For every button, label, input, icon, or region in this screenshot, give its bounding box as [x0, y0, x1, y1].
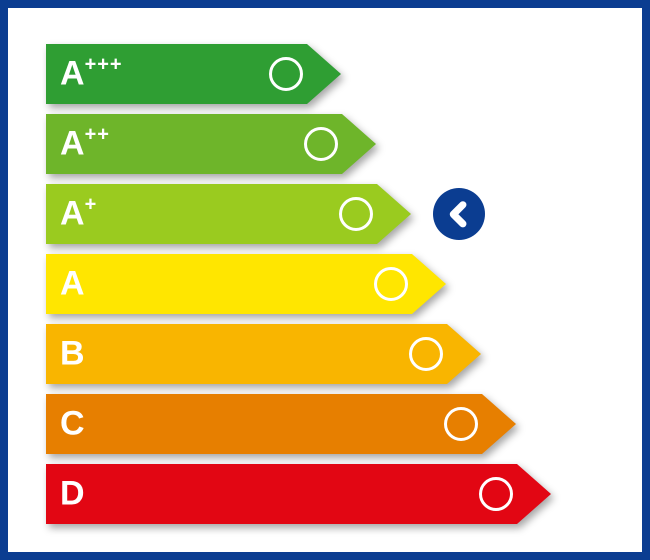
rating-bar-a: A — [46, 254, 446, 314]
chevron-left-icon — [445, 200, 474, 229]
rating-row-a-p: A+ — [46, 184, 411, 244]
circle-icon — [269, 57, 303, 91]
circle-icon — [479, 477, 513, 511]
rating-label-base: B — [60, 336, 85, 370]
circle-icon — [339, 197, 373, 231]
rating-label-base: C — [60, 406, 85, 440]
rating-row-a-ppp: A+++ — [46, 44, 341, 104]
rating-label-b: B — [60, 336, 85, 370]
rating-bar-a-p: A+ — [46, 184, 411, 244]
rating-label-base: A — [60, 196, 85, 230]
rating-label-a-pp: A++ — [60, 126, 110, 160]
rating-bar-b: B — [46, 324, 481, 384]
circle-icon — [409, 337, 443, 371]
rating-label-a-ppp: A+++ — [60, 56, 123, 90]
rating-row-a: A — [46, 254, 446, 314]
rating-row-d: D — [46, 464, 551, 524]
rating-bar-a-ppp: A+++ — [46, 44, 341, 104]
rating-label-base: A — [60, 126, 85, 160]
rating-row-a-pp: A++ — [46, 114, 376, 174]
circle-icon — [444, 407, 478, 441]
rating-label-sup: +++ — [85, 54, 123, 74]
circle-icon — [374, 267, 408, 301]
rating-bar-d: D — [46, 464, 551, 524]
rating-label-base: A — [60, 56, 85, 90]
rating-label-a: A — [60, 266, 85, 300]
rating-label-base: D — [60, 476, 85, 510]
rating-label-d: D — [60, 476, 85, 510]
rating-label-c: C — [60, 406, 85, 440]
rating-label-sup: ++ — [85, 124, 110, 144]
rating-label-base: A — [60, 266, 85, 300]
rating-bar-a-pp: A++ — [46, 114, 376, 174]
circle-icon — [304, 127, 338, 161]
energy-label-frame: A+++A++A+ABCD — [0, 0, 650, 560]
current-rating-indicator — [433, 188, 485, 240]
rating-row-b: B — [46, 324, 481, 384]
rating-bar-c: C — [46, 394, 516, 454]
rating-row-c: C — [46, 394, 516, 454]
rating-label-a-p: A+ — [60, 196, 97, 230]
rating-label-sup: + — [85, 194, 98, 214]
